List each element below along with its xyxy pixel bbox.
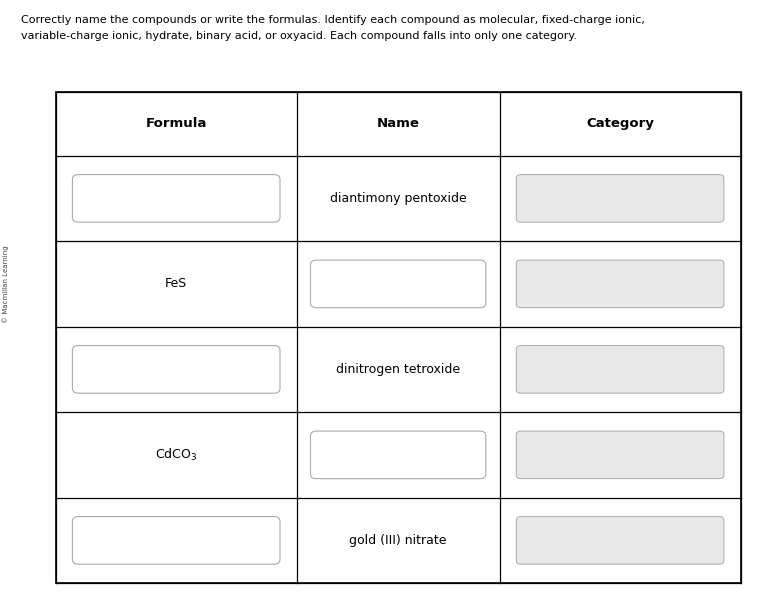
Text: FeS: FeS bbox=[165, 278, 187, 291]
Text: ▾: ▾ bbox=[711, 279, 716, 288]
Text: Name: Name bbox=[376, 117, 420, 130]
Text: diantimony pentoxide: diantimony pentoxide bbox=[330, 192, 466, 205]
Text: CdCO$_3$: CdCO$_3$ bbox=[155, 447, 197, 463]
Text: variable-charge ionic, hydrate, binary acid, or oxyacid. Each compound falls int: variable-charge ionic, hydrate, binary a… bbox=[21, 31, 578, 41]
Text: © Macmillan Learning: © Macmillan Learning bbox=[3, 245, 9, 323]
Text: ▾: ▾ bbox=[711, 536, 716, 545]
Text: Category: Category bbox=[586, 117, 654, 130]
Text: gold (III) nitrate: gold (III) nitrate bbox=[350, 534, 447, 547]
Text: ▾: ▾ bbox=[711, 194, 716, 203]
Text: ▾: ▾ bbox=[711, 451, 716, 459]
Text: Formula: Formula bbox=[146, 117, 207, 130]
Text: Correctly name the compounds or write the formulas. Identify each compound as mo: Correctly name the compounds or write th… bbox=[21, 15, 645, 25]
Text: dinitrogen tetroxide: dinitrogen tetroxide bbox=[336, 363, 460, 376]
Text: ▾: ▾ bbox=[711, 365, 716, 374]
